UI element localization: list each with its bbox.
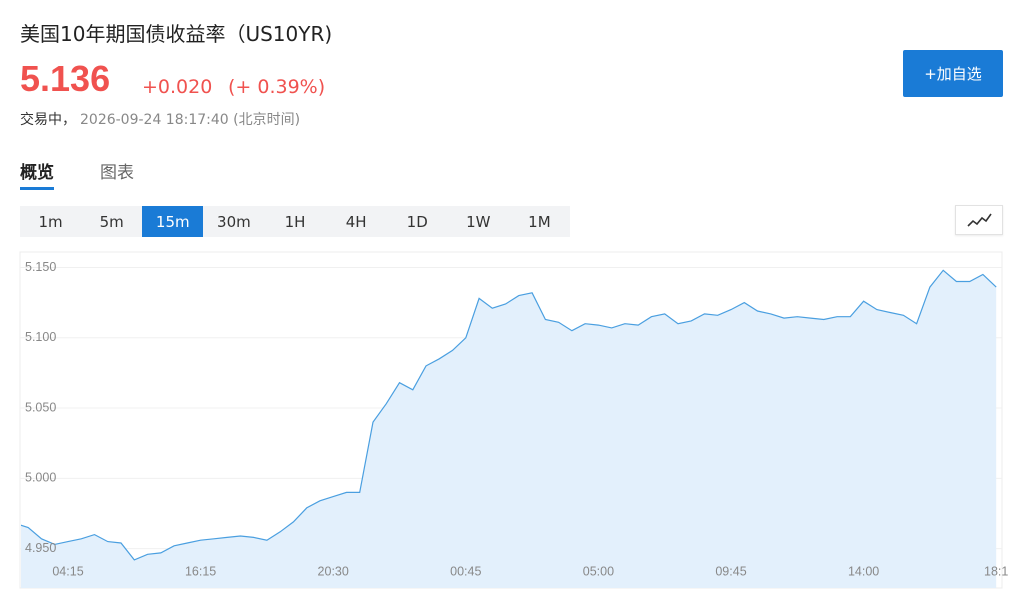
- status: 交易中，: [20, 112, 76, 128]
- interval-button[interactable]: 1H: [284, 212, 306, 231]
- y-tick-label: 5.150: [25, 260, 56, 274]
- x-tick-label: 04:15: [52, 564, 83, 578]
- chart-type-button[interactable]: [955, 205, 1003, 235]
- interval-button[interactable]: 1m: [38, 212, 63, 231]
- interval-button[interactable]: 5m: [99, 212, 124, 231]
- title: 美国10年期国债收益率（US10YR): [20, 22, 333, 46]
- interval-bar: 1m 5m 15m 30m 1H 4H 1D 1W 1M: [20, 206, 570, 237]
- tab[interactable]: 图表: [100, 163, 134, 183]
- x-tick-label: 00:45: [450, 564, 481, 578]
- tab-underline: [20, 187, 54, 190]
- line: [21, 269, 997, 561]
- change: +0.020: [142, 76, 213, 98]
- y-tick-label: 5.050: [25, 400, 56, 414]
- x-tick-label: 18:1: [984, 564, 1008, 578]
- y-tick-label: 4.950: [25, 541, 56, 555]
- interval-button[interactable]: 4H: [345, 212, 367, 231]
- add-watchlist-button[interactable]: +加自选: [903, 50, 1003, 97]
- interval-button[interactable]: 1M: [528, 212, 551, 231]
- price: 5.136: [20, 58, 111, 99]
- interval-button[interactable]: 15m: [142, 206, 204, 237]
- y-tick-label: 5.000: [25, 471, 56, 485]
- tab[interactable]: 概览: [20, 163, 54, 183]
- y-tick-label: 5.100: [25, 330, 56, 344]
- x-tick-label: 09:45: [715, 564, 746, 578]
- interval-button[interactable]: 1D: [406, 212, 428, 231]
- area-fill: [21, 270, 997, 588]
- interval-button[interactable]: 1W: [466, 212, 491, 231]
- x-tick-label: 16:15: [185, 564, 216, 578]
- x-tick-label: 14:00: [848, 564, 879, 578]
- x-tick-label: 05:00: [583, 564, 614, 578]
- x-tick-label: 20:30: [318, 564, 349, 578]
- interval-button[interactable]: 30m: [217, 212, 251, 231]
- datetime: 2026-09-24 18:17:40 (北京时间): [80, 112, 301, 128]
- line-icon: [967, 213, 992, 227]
- change-percent: (+ 0.39%): [228, 76, 326, 98]
